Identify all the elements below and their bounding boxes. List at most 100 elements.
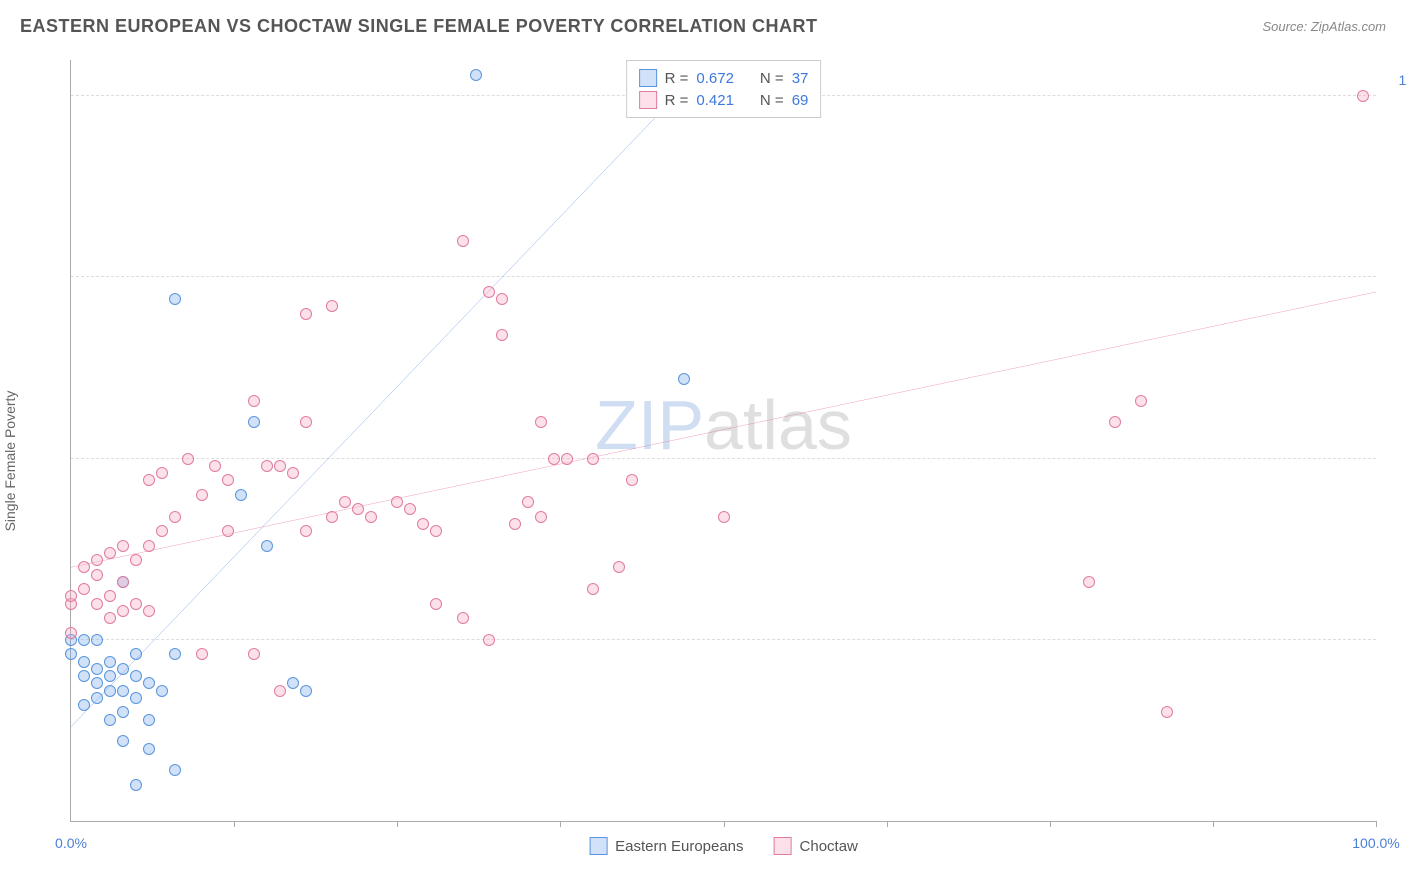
data-point-choctaw: [365, 511, 377, 523]
data-point-choctaw: [143, 474, 155, 486]
data-point-eastern_europeans: [78, 670, 90, 682]
data-point-eastern_europeans: [78, 656, 90, 668]
data-point-choctaw: [117, 605, 129, 617]
legend-swatch: [774, 837, 792, 855]
data-point-choctaw: [326, 511, 338, 523]
data-point-choctaw: [104, 547, 116, 559]
data-point-choctaw: [196, 489, 208, 501]
data-point-eastern_europeans: [130, 648, 142, 660]
data-point-eastern_europeans: [261, 540, 273, 552]
data-point-eastern_europeans: [300, 685, 312, 697]
y-tick-label: 50.0%: [1386, 435, 1406, 451]
correlation-legend: R = 0.672 N = 37 R = 0.421 N = 69: [626, 60, 822, 118]
legend-swatch: [639, 91, 657, 109]
data-point-eastern_europeans: [65, 648, 77, 660]
data-point-choctaw: [1109, 416, 1121, 428]
data-point-eastern_europeans: [143, 677, 155, 689]
data-point-choctaw: [326, 300, 338, 312]
data-point-choctaw: [209, 460, 221, 472]
data-point-choctaw: [130, 598, 142, 610]
data-point-choctaw: [1135, 395, 1147, 407]
data-point-eastern_europeans: [169, 764, 181, 776]
data-point-eastern_europeans: [91, 663, 103, 675]
data-point-choctaw: [1161, 706, 1173, 718]
data-point-choctaw: [274, 460, 286, 472]
data-point-choctaw: [91, 598, 103, 610]
data-point-choctaw: [561, 453, 573, 465]
y-tick-label: 25.0%: [1386, 616, 1406, 632]
legend-swatch: [639, 69, 657, 87]
data-point-choctaw: [156, 467, 168, 479]
data-point-choctaw: [248, 395, 260, 407]
data-point-eastern_europeans: [104, 656, 116, 668]
correlation-legend-row: R = 0.672 N = 37: [639, 67, 809, 89]
series-legend: Eastern Europeans Choctaw: [589, 837, 858, 855]
data-point-choctaw: [104, 590, 116, 602]
data-point-eastern_europeans: [117, 663, 129, 675]
data-point-eastern_europeans: [169, 293, 181, 305]
x-tick-label: 100.0%: [1352, 835, 1399, 851]
data-point-choctaw: [78, 561, 90, 573]
data-point-choctaw: [182, 453, 194, 465]
x-tick-mark: [1376, 821, 1377, 827]
data-point-eastern_europeans: [143, 714, 155, 726]
data-point-eastern_europeans: [78, 634, 90, 646]
plot-area: ZIPatlas R = 0.672 N = 37 R = 0.421 N = …: [70, 60, 1376, 822]
data-point-choctaw: [261, 460, 273, 472]
y-axis-label: Single Female Poverty: [2, 391, 18, 532]
data-point-choctaw: [156, 525, 168, 537]
data-point-eastern_europeans: [104, 685, 116, 697]
data-point-choctaw: [522, 496, 534, 508]
data-point-choctaw: [535, 511, 547, 523]
data-point-choctaw: [196, 648, 208, 660]
chart-source: Source: ZipAtlas.com: [1262, 19, 1386, 34]
data-point-choctaw: [143, 540, 155, 552]
y-tick-label: 100.0%: [1386, 72, 1406, 88]
data-point-eastern_europeans: [91, 677, 103, 689]
r-value: 0.421: [696, 92, 734, 109]
n-label: N =: [760, 70, 784, 87]
data-point-choctaw: [496, 329, 508, 341]
watermark: ZIPatlas: [595, 385, 852, 465]
data-point-eastern_europeans: [104, 714, 116, 726]
data-point-choctaw: [1357, 90, 1369, 102]
data-point-eastern_europeans: [130, 779, 142, 791]
data-point-choctaw: [91, 569, 103, 581]
series-legend-label: Eastern Europeans: [615, 838, 743, 855]
x-tick-mark: [887, 821, 888, 827]
n-value: 37: [792, 70, 809, 87]
watermark-atlas: atlas: [704, 386, 852, 464]
data-point-eastern_europeans: [156, 685, 168, 697]
correlation-legend-row: R = 0.421 N = 69: [639, 89, 809, 111]
data-point-eastern_europeans: [470, 69, 482, 81]
data-point-choctaw: [287, 467, 299, 479]
n-value: 69: [792, 92, 809, 109]
series-legend-item: Choctaw: [774, 837, 858, 855]
data-point-choctaw: [535, 416, 547, 428]
data-point-eastern_europeans: [78, 699, 90, 711]
data-point-choctaw: [587, 583, 599, 595]
data-point-choctaw: [430, 525, 442, 537]
r-value: 0.672: [696, 70, 734, 87]
data-point-eastern_europeans: [130, 692, 142, 704]
x-tick-mark: [1050, 821, 1051, 827]
data-point-eastern_europeans: [104, 670, 116, 682]
trend-lines: [71, 60, 1376, 821]
data-point-choctaw: [391, 496, 403, 508]
data-point-choctaw: [169, 511, 181, 523]
data-point-choctaw: [404, 503, 416, 515]
r-label: R =: [665, 70, 689, 87]
x-tick-label: 0.0%: [55, 835, 87, 851]
data-point-choctaw: [274, 685, 286, 697]
data-point-eastern_europeans: [130, 670, 142, 682]
n-label: N =: [760, 92, 784, 109]
watermark-zip: ZIP: [595, 386, 704, 464]
gridline: [71, 639, 1376, 640]
data-point-eastern_europeans: [91, 692, 103, 704]
data-point-choctaw: [117, 540, 129, 552]
x-tick-mark: [234, 821, 235, 827]
data-point-choctaw: [300, 416, 312, 428]
data-point-choctaw: [1083, 576, 1095, 588]
data-point-choctaw: [78, 583, 90, 595]
data-point-choctaw: [613, 561, 625, 573]
